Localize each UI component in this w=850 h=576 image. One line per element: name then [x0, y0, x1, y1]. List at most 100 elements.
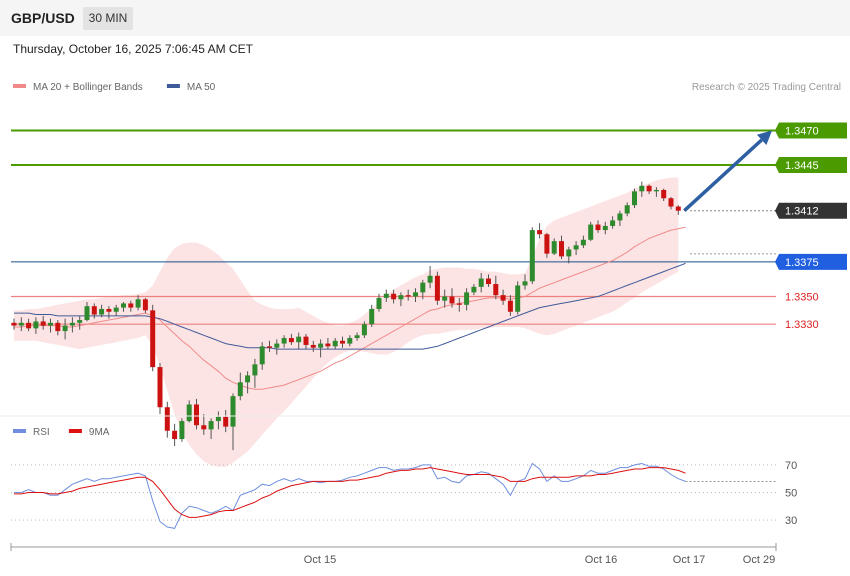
candle-63: [471, 284, 477, 296]
candle-12: [99, 304, 105, 318]
candle-72: [537, 223, 543, 239]
attribution-text: Research © 2025 Trading Central: [692, 82, 841, 93]
candle-body: [522, 281, 528, 286]
candle-38: [288, 333, 294, 345]
candle-32: [245, 371, 251, 394]
candle-body: [26, 322, 32, 329]
candle-49: [369, 304, 375, 327]
candle-13: [106, 306, 112, 319]
candle-body: [77, 320, 83, 323]
candle-43: [325, 338, 331, 350]
candle-81: [602, 221, 608, 235]
candle-58: [434, 271, 440, 305]
candle-body: [515, 285, 521, 312]
candle-body: [259, 346, 265, 365]
candle-body: [113, 307, 119, 312]
candle-body: [157, 367, 163, 408]
legend-label-1: MA 50: [187, 82, 216, 93]
candle-body: [288, 338, 294, 343]
candle-5: [48, 318, 53, 333]
candle-body: [471, 286, 477, 293]
legend-swatch-1: [166, 84, 180, 88]
candle-91: [675, 205, 681, 215]
candle-body: [427, 275, 433, 283]
candle-body: [675, 206, 681, 211]
candle-body: [303, 336, 309, 345]
candle-body: [405, 295, 411, 297]
candle-body: [551, 241, 557, 254]
candle-54: [405, 289, 411, 301]
datetime-label: Thursday, October 16, 2025 7:06:45 AM CE…: [13, 42, 253, 56]
candle-75: [559, 235, 564, 260]
candle-60: [449, 288, 455, 308]
candle-0: [11, 318, 17, 330]
x-axis: Oct 15 Oct 16 Oct 17 Oct 29: [10, 543, 777, 566]
level-label-1.3375: 1.3375: [785, 257, 819, 269]
candle-body: [84, 306, 90, 321]
candle-61: [456, 297, 462, 312]
candle-body: [142, 299, 148, 311]
candle-body: [383, 293, 389, 298]
candle-body: [559, 241, 564, 257]
forecast-arrow-shaft: [683, 138, 763, 213]
candle-body: [91, 306, 97, 315]
candle-28: [215, 411, 221, 430]
candle-74: [551, 238, 557, 255]
rsi-line: [14, 462, 686, 529]
timeframe-button[interactable]: 30 MIN: [83, 7, 133, 30]
candle-39: [296, 332, 302, 350]
candle-82: [610, 216, 616, 229]
candle-65: [486, 274, 491, 287]
candle-8: [69, 317, 75, 333]
candle-body: [281, 338, 287, 344]
candle-body: [347, 338, 353, 344]
candle-89: [661, 188, 667, 202]
candle-77: [573, 241, 579, 255]
candle-body: [376, 297, 382, 309]
candle-body: [646, 185, 652, 192]
candle-44: [332, 338, 338, 350]
candle-body: [325, 343, 331, 347]
candle-36: [274, 339, 280, 355]
candle-body: [69, 322, 75, 326]
candle-29: [223, 410, 229, 433]
candle-19: [150, 304, 156, 372]
candle-body: [215, 416, 221, 422]
candle-body: [245, 375, 251, 383]
legend-swatch-0: [13, 84, 26, 88]
candle-31: [237, 372, 243, 401]
candle-10: [84, 302, 90, 322]
ma20-line: [14, 226, 686, 390]
candle-73: [544, 232, 550, 258]
candle-52: [391, 289, 397, 304]
candle-body: [230, 396, 236, 427]
candle-body: [573, 245, 579, 250]
candle-40: [303, 333, 309, 350]
candle-4: [40, 315, 46, 330]
candle-body: [99, 308, 105, 315]
candle-57: [427, 266, 433, 289]
candle-70: [522, 274, 528, 290]
candle-37: [281, 335, 287, 348]
candle-body: [186, 404, 192, 422]
ma50-line: [14, 262, 686, 350]
candle-24: [186, 400, 192, 423]
rsi-panel: RSI 9MA 70 50 30: [11, 427, 797, 529]
candle-body: [442, 296, 448, 301]
rsi-legend-swatch-0: [13, 429, 26, 433]
candle-body: [588, 224, 594, 240]
rsi-ma-line: [14, 467, 686, 518]
candle-41: [310, 340, 316, 352]
candle-body: [610, 220, 616, 226]
candle-body: [478, 278, 484, 287]
candle-22: [172, 423, 178, 446]
candle-69: [515, 281, 521, 315]
candle-body: [252, 364, 258, 376]
level-tag-1.3470: [775, 122, 847, 139]
candle-body: [420, 282, 426, 293]
candle-85: [632, 188, 637, 208]
candle-17: [135, 295, 141, 311]
candle-body: [361, 324, 367, 336]
candle-body: [106, 308, 112, 312]
